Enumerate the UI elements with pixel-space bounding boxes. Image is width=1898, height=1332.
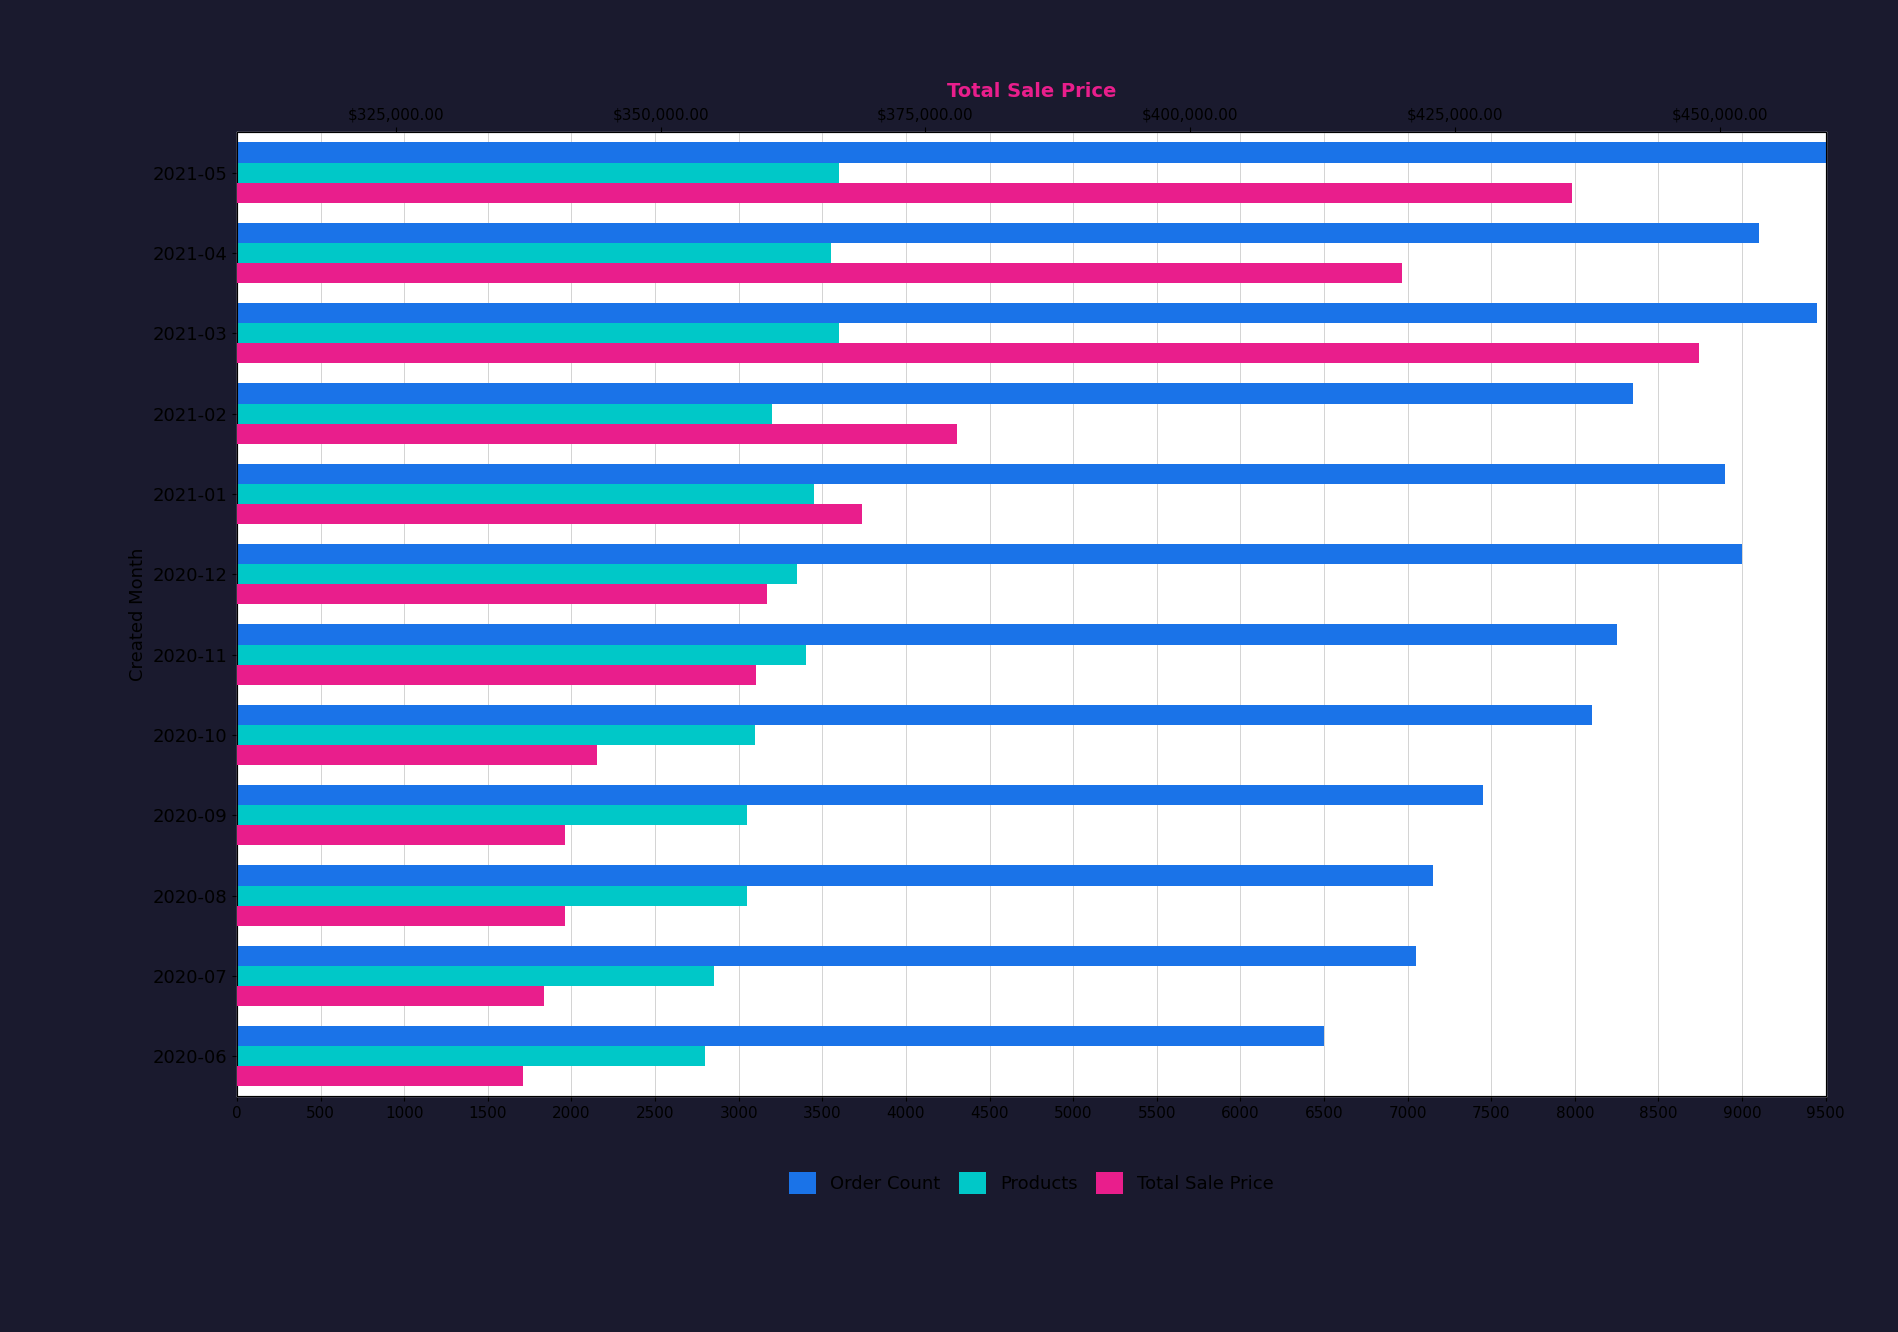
Bar: [237, 304, 1818, 324]
Bar: [0, 1067, 524, 1087]
Bar: [237, 222, 1759, 242]
Bar: [237, 404, 772, 424]
Bar: [237, 625, 1617, 645]
Bar: [237, 705, 1592, 725]
Bar: [237, 242, 831, 262]
Y-axis label: Created Month: Created Month: [129, 547, 146, 681]
Bar: [0, 182, 1572, 202]
Bar: [237, 464, 1725, 484]
Bar: [0, 986, 545, 1006]
Bar: [237, 484, 814, 503]
Bar: [0, 585, 767, 605]
Bar: [237, 163, 839, 182]
Bar: [237, 384, 1634, 404]
Bar: [237, 866, 1433, 886]
Bar: [237, 886, 748, 906]
Bar: [0, 745, 598, 765]
Bar: [0, 503, 862, 523]
Bar: [237, 946, 1416, 966]
Bar: [0, 826, 566, 846]
Bar: [237, 806, 748, 826]
Bar: [237, 324, 839, 344]
Bar: [237, 966, 714, 986]
X-axis label: Total Sale Price: Total Sale Price: [947, 81, 1116, 101]
Bar: [237, 1046, 706, 1067]
Bar: [0, 344, 1699, 364]
Bar: [237, 1026, 1325, 1046]
Legend: Order Count, Products, Total Sale Price: Order Count, Products, Total Sale Price: [780, 1163, 1283, 1203]
Bar: [0, 424, 957, 444]
Bar: [237, 725, 755, 745]
Bar: [0, 906, 566, 926]
Bar: [0, 262, 1403, 284]
Bar: [237, 785, 1482, 806]
Bar: [0, 665, 755, 685]
Bar: [237, 545, 1742, 565]
Bar: [237, 143, 1833, 163]
Bar: [237, 645, 805, 665]
Bar: [237, 565, 797, 585]
